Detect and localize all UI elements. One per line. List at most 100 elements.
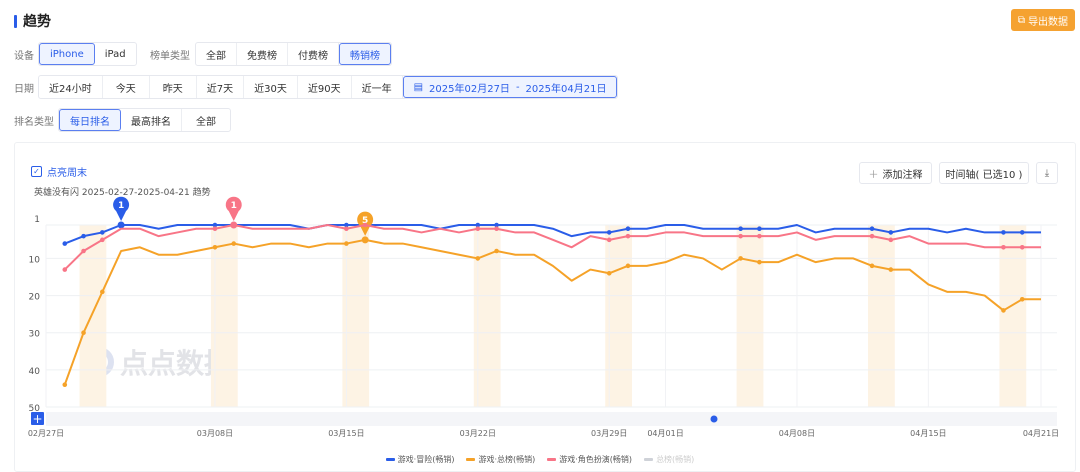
data-point <box>625 233 631 239</box>
data-point <box>494 248 499 254</box>
data-point <box>869 233 875 239</box>
weekend-band <box>736 225 764 407</box>
data-point <box>62 267 68 272</box>
timeline-slider-track <box>46 412 1057 426</box>
data-point <box>606 270 612 276</box>
chart-subtitle: 英雄没有闪 2025-02-27-2025-04-21 趋势 <box>34 188 211 198</box>
weekend-band <box>79 225 107 407</box>
rank-type-group: 每日排名 最高排名 全部 <box>58 108 231 132</box>
legend-item[interactable]: 总榜(畅销) <box>644 454 694 465</box>
data-point <box>475 222 481 228</box>
data-point <box>212 222 218 228</box>
chart-type-free[interactable]: 免费榜 <box>237 43 288 65</box>
legend-label: 游戏·总榜(畅销) <box>478 455 536 464</box>
data-point <box>757 226 762 232</box>
rank-marker-pin <box>113 196 130 221</box>
series-line <box>63 238 1041 386</box>
legend-swatch <box>547 458 557 461</box>
y-tick-label: 50 <box>29 404 41 414</box>
data-point <box>62 241 68 246</box>
date-range-picker[interactable]: ▤ 2025年02月27日 - 2025年04月21日 <box>402 76 618 98</box>
y-tick-label: 40 <box>29 367 41 377</box>
legend-swatch <box>385 458 395 461</box>
data-point <box>888 237 894 243</box>
data-point <box>738 256 743 261</box>
chart-type-paid[interactable]: 付费榜 <box>288 43 339 65</box>
data-point <box>231 241 237 246</box>
rank-all[interactable]: 全部 <box>196 116 216 128</box>
timeline-button[interactable]: 时间轴( 已选10 ) <box>939 162 1029 184</box>
weekend-band <box>868 225 895 407</box>
chart-type-grossing[interactable]: 畅销榜 <box>339 43 391 65</box>
chart-legend: 游戏·冒险(畅销) 游戏·总榜(畅销) 游戏·角色扮演(畅销) 总榜(畅销) <box>0 454 1080 465</box>
data-point <box>888 230 894 235</box>
x-tick-label: 02月27日 <box>28 429 64 438</box>
add-note-label: 添加注释 <box>882 169 923 181</box>
rank-marker-label: 1 <box>231 201 237 211</box>
data-point <box>100 230 105 235</box>
data-point <box>344 226 349 232</box>
data-point <box>81 248 86 254</box>
data-point <box>738 226 743 232</box>
timeline-expand-button[interactable] <box>31 412 44 425</box>
data-point <box>81 330 86 336</box>
timeline-slider-handle[interactable] <box>710 415 718 423</box>
data-point <box>344 222 349 228</box>
range-end: 2025年04月21日 <box>525 83 607 95</box>
range-start: 2025年02月27日 <box>429 83 510 95</box>
rank-marker-pin <box>225 196 242 221</box>
x-tick-label: 04月21日 <box>1023 429 1059 438</box>
date-30d[interactable]: 近30天 <box>244 76 298 98</box>
y-tick-label: 10 <box>29 255 41 265</box>
data-point <box>475 226 481 232</box>
date-90d[interactable]: 近90天 <box>298 76 352 98</box>
data-point <box>100 237 105 243</box>
download-button[interactable]: ⤓ <box>1036 162 1058 184</box>
data-point <box>738 233 743 239</box>
data-point <box>1019 244 1025 250</box>
data-point <box>212 244 218 250</box>
rank-marker-label: 1 <box>118 201 124 211</box>
device-group: iPhone iPad <box>38 42 137 66</box>
x-tick-label: 04月08日 <box>779 429 815 438</box>
export-data-button[interactable]: ⧉ 导出数据 <box>1011 9 1075 31</box>
legend-item[interactable]: 游戏·冒险(畅销) <box>385 454 455 465</box>
date-today[interactable]: 今天 <box>103 76 150 98</box>
legend-item[interactable]: 游戏·总榜(畅销) <box>466 454 535 465</box>
data-point <box>625 263 631 269</box>
marker-point <box>361 236 369 244</box>
export-icon: ⧉ <box>1017 14 1026 26</box>
date-7d[interactable]: 近7天 <box>197 76 245 98</box>
device-ipad[interactable]: iPad <box>104 48 126 60</box>
date-yesterday[interactable]: 昨天 <box>150 76 197 98</box>
legend-label: 游戏·冒险(畅销) <box>397 455 455 464</box>
download-icon: ⤓ <box>1044 167 1050 179</box>
data-point <box>606 230 612 235</box>
chart-type-group: 全部 免费榜 付费榜 畅销榜 <box>195 42 392 66</box>
data-point <box>625 226 631 232</box>
legend-item[interactable]: 游戏·角色扮演(畅销) <box>547 454 632 465</box>
highlight-weekend-checkbox[interactable]: ✓ 点亮周末 <box>31 164 87 179</box>
data-point <box>869 226 875 232</box>
x-tick-label: 04月15日 <box>910 429 946 438</box>
date-1y[interactable]: 近一年 <box>352 76 403 98</box>
x-tick-label: 03月15日 <box>328 429 364 438</box>
rank-highest[interactable]: 最高排名 <box>121 109 182 131</box>
x-tick-label: 04月01日 <box>647 429 683 438</box>
date-24h[interactable]: 近24小时 <box>39 76 103 98</box>
plus-icon: + <box>32 412 42 426</box>
data-point <box>869 263 875 269</box>
add-note-button[interactable]: ＋添加注释 <box>859 162 932 184</box>
data-point <box>100 289 105 295</box>
device-iphone[interactable]: iPhone <box>39 43 95 65</box>
rank-daily[interactable]: 每日排名 <box>59 109 121 131</box>
series-line <box>64 224 1041 245</box>
date-group: 近24小时 今天 昨天 近7天 近30天 近90天 近一年 ▤ 2025年02月… <box>38 75 619 99</box>
weekend-band <box>999 225 1027 407</box>
data-point <box>1019 230 1025 235</box>
chart-type-all[interactable]: 全部 <box>196 43 237 65</box>
checkbox-check-icon: ✓ <box>31 166 42 177</box>
rank-type-label: 排名类型 <box>14 117 54 128</box>
x-tick-label: 03月08日 <box>197 429 233 438</box>
